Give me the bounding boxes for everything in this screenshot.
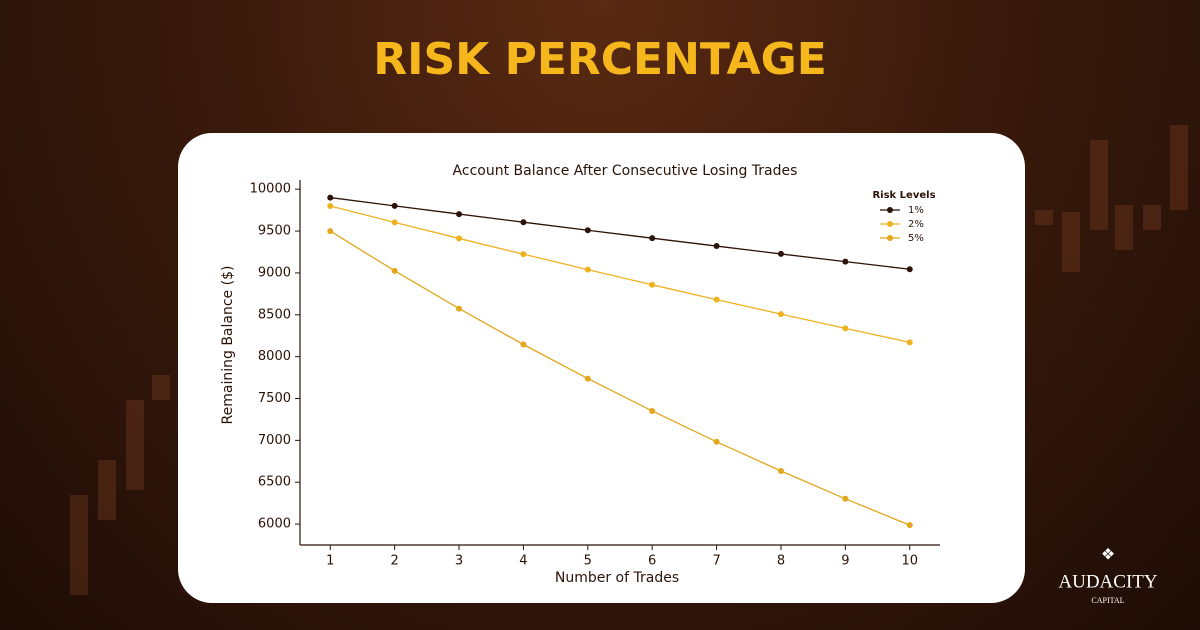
y-tick-label: 7000	[258, 433, 291, 448]
y-tick-label: 10000	[250, 182, 291, 197]
data-point	[777, 250, 784, 257]
data-point	[713, 243, 720, 250]
data-point	[327, 194, 334, 201]
x-axis-label: Number of Trades	[555, 570, 679, 586]
data-point	[842, 325, 849, 332]
x-tick-label: 9	[841, 554, 849, 569]
y-tick-label: 8500	[258, 307, 291, 322]
legend-marker	[887, 235, 893, 241]
legend-label: 1%	[908, 205, 924, 216]
y-axis-label: Remaining Balance ($)	[220, 266, 236, 425]
y-tick-label: 7500	[258, 391, 291, 406]
data-point	[456, 305, 463, 312]
y-tick-label: 9500	[258, 224, 291, 239]
series-line	[330, 205, 910, 343]
data-point	[391, 267, 398, 274]
data-point	[906, 522, 913, 529]
data-point	[713, 296, 720, 303]
data-point	[584, 266, 591, 273]
data-point	[456, 235, 463, 242]
background-candles	[70, 125, 1188, 595]
data-point	[584, 375, 591, 382]
x-tick-label: 6	[648, 554, 656, 569]
x-tick-label: 10	[901, 554, 918, 569]
data-point	[520, 219, 527, 226]
data-point	[777, 311, 784, 318]
x-tick-label: 7	[712, 554, 720, 569]
logo-emblem: ❖	[1101, 547, 1115, 564]
x-tick-label: 3	[455, 554, 463, 569]
y-tick-label: 9000	[258, 265, 291, 280]
series-line	[330, 196, 910, 270]
legend-label: 5%	[908, 233, 924, 244]
data-point	[456, 211, 463, 218]
x-tick-label: 1	[326, 554, 334, 569]
series-line	[329, 230, 910, 526]
legend-title: Risk Levels	[872, 190, 935, 201]
data-point	[649, 281, 656, 288]
data-point	[327, 202, 334, 209]
x-tick-label: 5	[584, 554, 592, 569]
data-point	[906, 339, 913, 346]
data-point	[520, 251, 527, 258]
logo-sub: CAPITAL	[1091, 596, 1124, 605]
data-point	[842, 495, 849, 502]
legend-label: 2%	[908, 219, 924, 230]
data-point	[649, 407, 656, 414]
chart-card	[178, 133, 1025, 603]
data-point	[906, 266, 913, 273]
data-point	[391, 202, 398, 209]
data-point	[842, 258, 849, 265]
y-tick-label: 6000	[258, 517, 291, 532]
data-point	[520, 341, 527, 348]
y-tick-label: 8000	[258, 349, 291, 364]
data-point	[327, 228, 334, 235]
legend-marker	[887, 207, 893, 213]
data-point	[777, 467, 784, 474]
legend-marker	[887, 221, 893, 227]
y-tick-label: 6500	[258, 475, 291, 490]
data-point	[391, 219, 398, 226]
page-title: RISK PERCENTAGE	[373, 34, 827, 85]
x-tick-label: 2	[391, 554, 399, 569]
data-point	[584, 227, 591, 234]
x-tick-label: 4	[519, 554, 527, 569]
data-point	[649, 235, 656, 242]
data-point	[713, 438, 720, 445]
chart-title: Account Balance After Consecutive Losing…	[453, 163, 798, 179]
x-tick-label: 8	[777, 554, 785, 569]
logo-name: AUDACITY	[1058, 571, 1157, 592]
